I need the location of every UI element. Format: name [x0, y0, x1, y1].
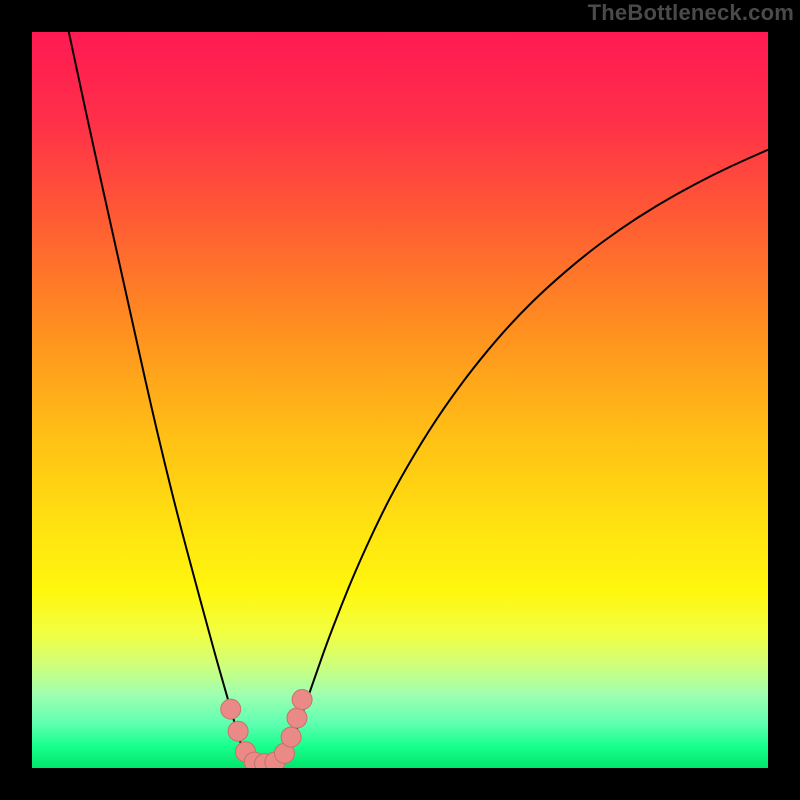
marker-dot [281, 727, 301, 747]
marker-dot [287, 708, 307, 728]
marker-dot [221, 699, 241, 719]
watermark-text: TheBottleneck.com [588, 0, 794, 26]
marker-dot [228, 721, 248, 741]
curve-path [69, 32, 768, 768]
plot-area [32, 32, 768, 768]
marker-dot [292, 690, 312, 710]
curve-markers [221, 690, 312, 768]
bottleneck-curve [32, 32, 768, 768]
